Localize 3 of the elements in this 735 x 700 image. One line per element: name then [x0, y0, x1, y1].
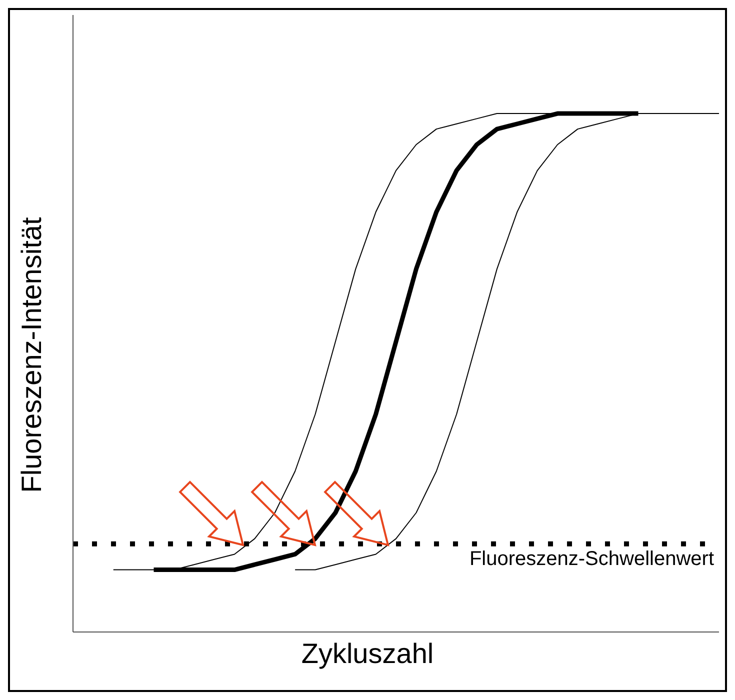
ref-line-label: Fluoreszenz-Schwellenwert	[469, 548, 714, 570]
x-axis-title: Zykluszahl	[300, 638, 435, 670]
y-axis-title: Fluoreszenz-Intensität	[16, 217, 48, 493]
